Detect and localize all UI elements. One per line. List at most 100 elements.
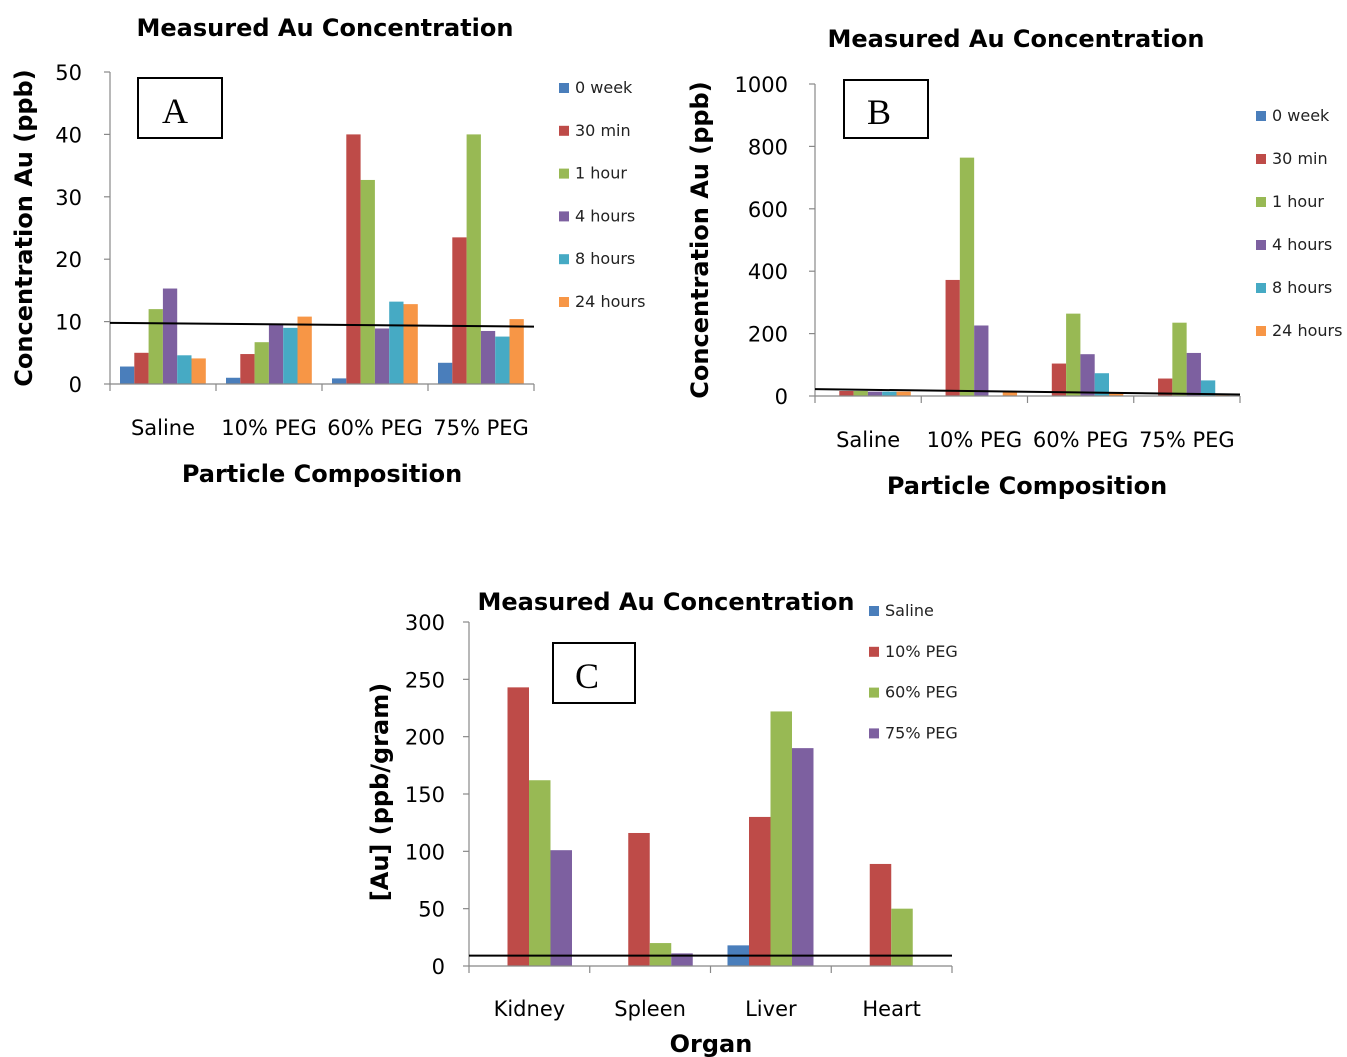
panel-a-legend-label: 1 hour	[575, 164, 627, 183]
panel-b-bar-1-hour-saline	[853, 391, 868, 396]
panel-a-bar-4-hours-75-peg	[480, 330, 496, 384]
panel-b-bar-30-min-60-peg	[1051, 363, 1067, 396]
panel-c-legend-swatch	[869, 606, 879, 616]
panel-b-legend-label: 30 min	[1272, 149, 1328, 168]
panel-a-y-tick-label: 40	[55, 123, 82, 147]
panel-c-bar-60-peg-spleen	[649, 943, 672, 966]
panel-b-legend-swatch	[1256, 283, 1266, 293]
panel-b-x-axis-title: Particle Composition	[887, 472, 1167, 500]
panel-c-bar-60-peg-kidney	[529, 780, 551, 966]
panel-a-bar-0-week-10-peg	[226, 377, 241, 384]
panel-a-bar-24-hours-10-peg	[297, 316, 312, 384]
panel-a-bar-8-hours-75-peg	[495, 336, 510, 384]
panel-a-y-tick-label: 50	[55, 61, 82, 85]
panel-a-letter: A	[162, 91, 188, 131]
panel-b-bar-4-hours-10-peg	[974, 325, 989, 396]
panel-b-bar-30-min-75-peg	[1158, 378, 1173, 396]
panel-b-bar-8-hours-saline	[882, 391, 897, 396]
panel-b-y-tick-label: 0	[775, 385, 788, 409]
panel-a-y-tick-label: 30	[55, 186, 82, 210]
panel-b-category-label: 75% PEG	[1139, 428, 1235, 452]
panel-b-bar-1-hour-75-peg	[1172, 322, 1187, 396]
panel-a-bar-8-hours-60-peg	[389, 301, 404, 384]
panel-a-bar-30-min-saline	[134, 352, 149, 384]
panel-c-bar-10-peg-kidney	[507, 687, 529, 966]
panel-a-bar-1-hour-60-peg	[360, 179, 375, 384]
panel-b-bar-24-hours-saline	[896, 391, 911, 396]
panel-b-legend-label: 4 hours	[1272, 235, 1332, 254]
panel-a-bar-8-hours-10-peg	[283, 327, 298, 384]
panel-a-y-tick-label: 10	[55, 311, 82, 335]
panel-c-letter: C	[575, 656, 599, 696]
panel-c-category-label: Liver	[745, 997, 797, 1021]
panel-b-bar-4-hours-75-peg	[1186, 352, 1201, 396]
panel-c-y-axis-title: [Au] (ppb/gram)	[366, 683, 394, 901]
panel-b-title: Measured Au Concentration	[828, 25, 1205, 53]
panel-b-legend-swatch	[1256, 111, 1266, 121]
panel-a-legend-label: 8 hours	[575, 249, 635, 268]
panel-a-legend-swatch	[559, 297, 569, 307]
panel-b-bar-24-hours-60-peg	[1109, 392, 1124, 396]
panel-c-bar-75-peg-kidney	[550, 850, 572, 966]
panel-c-bar-10-peg-spleen	[628, 832, 650, 966]
panel-c-bar-10-peg-liver	[749, 816, 771, 966]
panel-b-legend-swatch	[1256, 197, 1266, 207]
panel-c-bar-75-peg-liver	[792, 748, 814, 966]
panel-a-category-label: 60% PEG	[327, 416, 423, 440]
panel-b-bar-24-hours-10-peg	[1002, 391, 1018, 396]
panel-b-reference-line	[814, 388, 1241, 396]
panel-b-letter: B	[867, 92, 891, 132]
panel-a-category-label: 75% PEG	[433, 416, 529, 440]
panel-a-legend-label: 24 hours	[575, 292, 645, 311]
panel-b-legend-swatch	[1256, 240, 1266, 250]
panel-a-bar-30-min-60-peg	[346, 134, 361, 384]
panel-a-bar-1-hour-75-peg	[466, 134, 481, 384]
panel-c-bar-10-peg-heart	[869, 863, 892, 966]
panel-b-letter-box	[843, 79, 929, 139]
panel-b-legend-label: 0 week	[1272, 106, 1330, 125]
panel-a-y-tick-label: 0	[69, 373, 82, 397]
panel-a-bar-1-hour-saline	[148, 309, 163, 384]
panel-a-legend-label: 4 hours	[575, 206, 635, 225]
panel-a-bar-0-week-saline	[120, 366, 135, 384]
panel-b-y-tick-label: 600	[748, 198, 788, 222]
panel-a-bar-30-min-10-peg	[240, 354, 255, 384]
panel-c-legend-label: 10% PEG	[885, 642, 958, 661]
panel-b-bar-4-hours-60-peg	[1080, 354, 1095, 396]
panel-a-legend-swatch	[559, 83, 569, 93]
panel-c-legend-label: 60% PEG	[885, 683, 958, 702]
panel-c-y-tick-label: 250	[405, 668, 445, 692]
panel-c-category-label: Spleen	[614, 997, 686, 1021]
panel-a-legend-swatch	[559, 211, 569, 222]
panel-a-bar-24-hours-saline	[191, 358, 206, 384]
panel-c-title: Measured Au Concentration	[478, 588, 855, 616]
panel-c-legend-label: 75% PEG	[885, 723, 958, 742]
panel-c-y-tick-label: 100	[405, 840, 445, 864]
panel-b-bar-1-hour-10-peg	[959, 157, 975, 396]
panel-c-legend-swatch	[869, 728, 879, 739]
panel-c-legend-swatch	[869, 687, 879, 698]
panel-c-x-axis-title: Organ	[670, 1030, 753, 1057]
panel-a-reference-line	[109, 321, 535, 328]
panel-a-title: Measured Au Concentration	[137, 14, 514, 42]
panel-a-bar-0-week-75-peg	[438, 362, 453, 384]
panel-a-legend-label: 30 min	[575, 121, 631, 140]
panel-a-y-axis-title: Concentration Au (ppb)	[10, 69, 38, 386]
panel-b-chart: Measured Au Concentration 0 200 400 600 800 10…	[686, 25, 1342, 500]
panel-b-category-label: Saline	[836, 428, 900, 452]
panel-a-legend-swatch	[559, 125, 569, 136]
panel-a-chart: Measured Au Concentration 0 10 20 30 40 50 Sali…	[10, 14, 645, 488]
panel-a-bar-30-min-75-peg	[452, 237, 467, 384]
panel-a-bar-0-week-60-peg	[332, 378, 347, 384]
panel-a-legend-label: 0 week	[575, 78, 633, 97]
panel-a-category-label: Saline	[131, 416, 195, 440]
panel-a-y-tick-label: 20	[55, 248, 82, 272]
panel-c-bar-60-peg-heart	[891, 908, 913, 966]
panel-a-bar-24-hours-75-peg	[509, 319, 524, 384]
panel-c-y-tick-label: 300	[405, 611, 445, 635]
panel-b-y-axis-title: Concentration Au (ppb)	[686, 81, 714, 398]
panel-c-legend-swatch	[869, 646, 879, 657]
panel-b-legend-label: 1 hour	[1272, 192, 1324, 211]
panel-b-y-tick-label: 800	[748, 135, 788, 159]
